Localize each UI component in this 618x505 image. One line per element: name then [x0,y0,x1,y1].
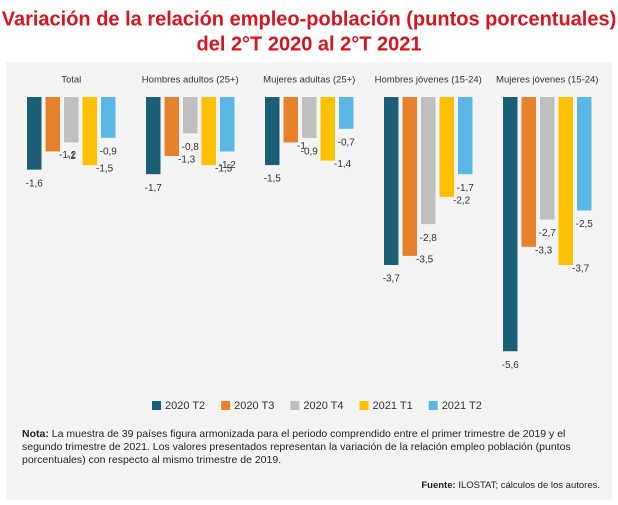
data-label: -1,4 [334,159,352,170]
bar [283,97,298,143]
bar [220,97,235,152]
bar [503,97,518,352]
chart-title: Variación de la relación empleo-població… [2,8,617,30]
note: Nota: La muestra de 39 países figura arm… [22,428,602,467]
data-label: -0,9 [100,147,118,158]
bar [558,97,573,265]
data-label: -3,7 [572,264,590,275]
data-label: -2,5 [576,219,594,230]
data-label: -3,5 [416,255,434,266]
category-label: Total [61,75,81,86]
legend-label: 2020 T4 [303,400,343,412]
bar [27,97,42,170]
note-text: La muestra de 39 países figura armonizad… [22,428,571,466]
category-label: Hombres adultos (25+) [142,75,239,86]
bar [384,97,399,265]
legend-swatch [290,401,300,410]
bar [201,97,216,166]
data-label: -2,7 [539,228,557,239]
data-label: -2,2 [453,196,471,207]
data-label: -1 [297,141,306,152]
data-label: -1,7 [145,183,163,194]
category-label: Hombres jóvenes (15-24) [375,75,482,86]
data-label: -5,6 [502,360,520,371]
bar [402,97,417,256]
bar [339,97,354,129]
bar [101,97,116,138]
bar [64,97,79,143]
legend-label: 2020 T2 [165,400,205,412]
data-label: -0,9 [301,147,319,158]
bar [183,97,198,134]
bar [320,97,335,161]
bar [421,97,436,225]
bar [577,97,592,211]
data-label: -2,8 [420,233,438,244]
legend-label: 2021 T2 [442,400,482,412]
data-label: -1 [67,151,76,162]
bar [45,97,60,152]
source: Fuente: ILOSTAT; cálculos de los autores… [421,480,600,491]
bar [146,97,161,175]
bar [265,97,280,166]
bar [82,97,97,166]
data-label: -0,8 [182,142,200,153]
legend-swatch [428,401,438,410]
legend-label: 2020 T3 [234,400,274,412]
data-label: -1,5 [96,164,114,175]
source-label: Fuente: [421,480,456,491]
data-label: -1,2 [59,150,77,161]
bar [164,97,179,157]
legend-swatch [221,401,231,410]
category-label: Mujeres adultas (25+) [263,75,355,86]
data-label: -1,2 [219,160,237,171]
legend-swatch [152,401,161,410]
legend-label: 2021 T1 [373,400,413,412]
data-label: -1,3 [178,155,196,166]
source-text: ILOSTAT; cálculos de los autores. [458,480,600,491]
data-label: -1,5 [264,174,282,185]
bar [439,97,454,197]
bar [458,97,473,175]
data-label: -1,5 [215,164,233,175]
data-label: -1,6 [26,178,44,189]
data-label: -3,3 [535,245,553,256]
bar [540,97,555,220]
legend-swatch [359,401,369,410]
note-label: Nota: [22,428,49,440]
bar [521,97,536,247]
data-label: -1,7 [457,183,475,194]
data-label: -0,7 [338,137,356,148]
category-label: Mujeres jóvenes (15-24) [496,75,598,86]
bar [302,97,317,138]
chart-title: del 2°T 2020 al 2°T 2021 [196,33,421,55]
data-label: -3,7 [383,274,401,285]
